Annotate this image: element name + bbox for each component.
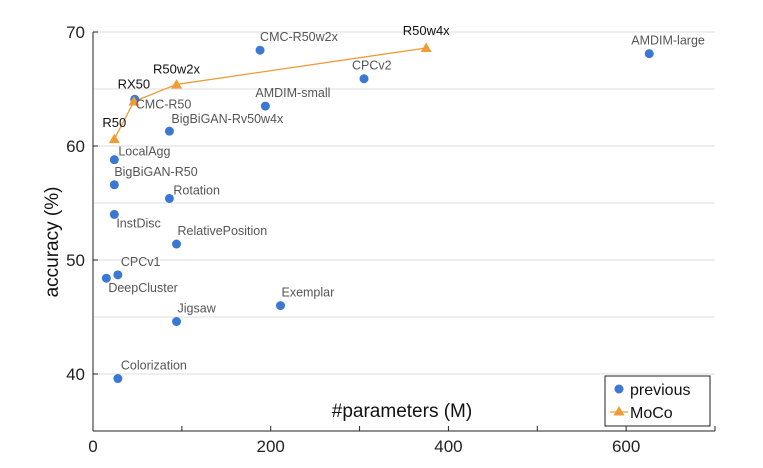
point-label: RelativePosition — [178, 224, 268, 238]
point-label: CMC-R50 — [136, 97, 192, 111]
data-point-previous — [260, 101, 270, 111]
data-point-previous — [164, 126, 174, 136]
point-label: AMDIM-small — [255, 86, 330, 100]
point-label: CMC-R50w2x — [260, 30, 339, 44]
point-labels: CMC-R50w2x AMDIM-large CPCv2 CMC-R50 AMDIM-s… — [102, 23, 705, 373]
x-tick-label: 600 — [612, 437, 640, 456]
data-point-moco — [171, 78, 183, 89]
point-label: BigBiGAN-R50 — [114, 165, 197, 179]
point-label: DeepCluster — [108, 281, 177, 295]
point-label: AMDIM-large — [631, 34, 705, 48]
data-point-previous — [172, 239, 182, 249]
point-label: Exemplar — [281, 286, 334, 300]
x-tick-label: 400 — [434, 437, 462, 456]
data-point-previous — [113, 374, 123, 384]
data-point-moco — [128, 96, 140, 106]
data-point-moco — [108, 133, 120, 144]
x-tick-label: 0 — [88, 437, 97, 456]
data-point-previous — [109, 155, 119, 165]
data-point-previous — [164, 193, 174, 203]
point-label: Rotation — [173, 183, 220, 197]
point-label: R50w4x — [403, 23, 450, 38]
legend: previous MoCo — [604, 375, 711, 427]
data-point-previous — [275, 301, 285, 311]
moco-line — [113, 47, 427, 140]
y-tick-label: 60 — [66, 137, 85, 156]
point-label: Colorization — [121, 359, 187, 373]
point-label: CPCv1 — [121, 255, 161, 269]
axes — [92, 31, 716, 432]
y-axis-title: accuracy (%) — [42, 187, 63, 298]
legend-label-previous: previous — [630, 382, 690, 399]
point-label: CPCv2 — [352, 59, 392, 73]
data-point-previous — [101, 273, 111, 283]
data-point-previous — [644, 49, 654, 59]
legend-triangle-icon — [613, 406, 625, 416]
moco-series-line — [113, 47, 427, 140]
point-label: R50 — [102, 115, 126, 130]
data-point-previous — [172, 317, 182, 327]
data-point-previous — [255, 45, 265, 55]
point-label: BigBiGAN-Rv50w4x — [171, 112, 284, 126]
data-point-previous — [113, 270, 123, 280]
data-points — [101, 42, 654, 384]
data-point-moco — [420, 42, 432, 52]
point-label: LocalAgg — [118, 145, 170, 159]
point-label: RX50 — [118, 77, 151, 92]
x-tick-label: 200 — [257, 437, 285, 456]
point-label: Jigsaw — [178, 302, 217, 316]
legend-label-moco: MoCo — [630, 405, 673, 422]
y-tick-label: 40 — [66, 365, 85, 384]
data-point-previous — [109, 180, 119, 190]
grid-lines — [93, 31, 715, 375]
y-tick-label: 70 — [66, 23, 85, 42]
y-tick-label: 50 — [66, 251, 85, 270]
tick-labels: 40 50 60 70 0 200 400 600 — [66, 23, 640, 456]
x-axis-title: #parameters (M) — [332, 401, 472, 422]
data-point-previous — [109, 209, 119, 219]
point-label: R50w2x — [153, 61, 200, 76]
legend-box — [604, 375, 711, 427]
legend-circle-icon — [614, 384, 624, 394]
point-label: InstDisc — [116, 216, 160, 230]
data-point-previous — [359, 74, 369, 84]
